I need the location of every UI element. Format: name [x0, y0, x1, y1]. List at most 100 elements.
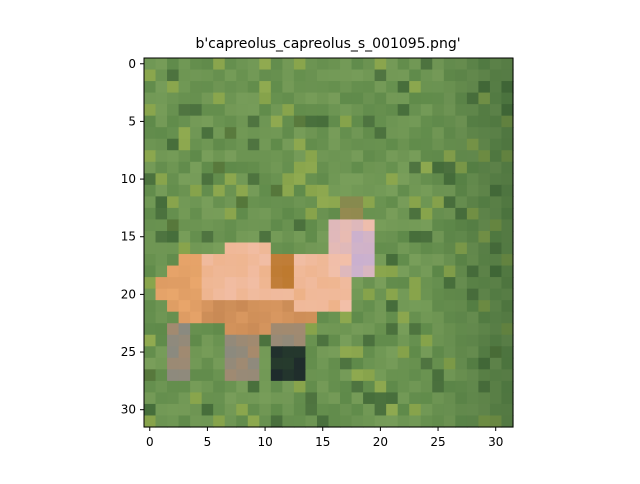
image-pixel	[247, 392, 260, 405]
image-pixel	[247, 173, 260, 186]
image-pixel	[178, 58, 191, 71]
image-pixel	[455, 207, 468, 221]
image-pixel	[293, 127, 307, 140]
image-pixel	[386, 219, 399, 232]
image-pixel	[144, 127, 157, 140]
image-pixel	[443, 92, 456, 105]
image-pixel	[167, 254, 180, 267]
image-pixel	[466, 334, 480, 347]
image-pixel	[190, 369, 203, 382]
image-pixel	[420, 311, 433, 324]
image-pixel	[270, 288, 283, 301]
image-pixel	[397, 288, 410, 301]
image-pixel	[478, 288, 491, 301]
image-pixel	[316, 127, 330, 140]
image-pixel	[501, 230, 514, 244]
image-pixel	[386, 277, 399, 290]
image-pixel	[386, 311, 399, 324]
image-pixel	[443, 219, 456, 232]
image-pixel	[213, 173, 226, 186]
image-pixel	[328, 346, 341, 359]
image-pixel	[501, 392, 514, 405]
image-pixel	[409, 138, 422, 151]
image-pixel	[247, 300, 260, 313]
image-pixel	[501, 173, 514, 186]
image-pixel	[282, 311, 295, 324]
image-pixel	[236, 346, 249, 359]
image-pixel	[155, 161, 168, 174]
image-pixel	[386, 184, 399, 197]
image-pixel	[409, 219, 422, 232]
image-pixel	[293, 161, 307, 174]
image-pixel	[420, 415, 433, 428]
image-pixel	[501, 254, 514, 267]
image-pixel	[224, 323, 237, 336]
image-pixel	[351, 81, 364, 94]
image-pixel	[167, 81, 180, 94]
image-pixel	[386, 127, 399, 140]
image-pixel	[190, 300, 203, 313]
image-pixel	[432, 127, 445, 140]
image-pixel	[259, 242, 272, 255]
image-pixel	[293, 58, 307, 71]
image-pixel	[155, 334, 168, 347]
image-pixel	[224, 150, 237, 163]
image-pixel	[397, 150, 410, 163]
image-pixel	[363, 196, 376, 209]
image-pixel	[420, 161, 433, 174]
image-pixel	[420, 207, 433, 221]
image-pixel	[397, 196, 410, 209]
image-pixel	[397, 69, 410, 82]
image-pixel	[386, 69, 399, 82]
image-pixel	[247, 184, 260, 197]
image-pixel	[213, 69, 226, 82]
image-pixel	[478, 150, 491, 163]
image-pixel	[432, 104, 445, 117]
image-pixel	[213, 288, 226, 301]
image-pixel	[316, 81, 330, 94]
image-pixel	[293, 242, 307, 255]
image-pixel	[293, 277, 307, 290]
image-pixel	[293, 323, 307, 336]
image-pixel	[316, 334, 330, 347]
image-pixel	[455, 380, 468, 394]
image-pixel	[409, 369, 422, 382]
image-pixel	[478, 138, 491, 151]
image-pixel	[144, 219, 157, 232]
image-pixel	[236, 357, 249, 370]
image-pixel	[201, 357, 214, 370]
image-pixel	[144, 69, 157, 82]
image-pixel	[224, 196, 237, 209]
image-pixel	[328, 357, 341, 370]
image-pixel	[363, 219, 376, 232]
image-pixel	[259, 219, 272, 232]
image-pixel	[282, 184, 295, 197]
image-pixel	[363, 161, 376, 174]
image-pixel	[178, 254, 191, 267]
image-pixel	[178, 104, 191, 117]
image-pixel	[213, 184, 226, 197]
image-pixel	[432, 69, 445, 82]
image-pixel	[455, 115, 468, 128]
image-pixels	[144, 58, 514, 428]
image-pixel	[155, 357, 168, 370]
image-pixel	[374, 254, 387, 267]
image-pixel	[201, 207, 214, 221]
image-pixel	[374, 392, 387, 405]
image-pixel	[432, 380, 445, 394]
image-pixel	[363, 369, 376, 382]
image-pixel	[155, 150, 168, 163]
image-pixel	[305, 92, 318, 105]
image-pixel	[201, 254, 214, 267]
image-pixel	[409, 58, 422, 71]
image-pixel	[259, 334, 272, 347]
image-pixel	[236, 127, 249, 140]
image-pixel	[259, 415, 272, 428]
image-pixel	[397, 115, 410, 128]
image-pixel	[489, 311, 503, 324]
image-pixel	[316, 92, 330, 105]
image-pixel	[363, 346, 376, 359]
image-pixel	[155, 127, 168, 140]
image-pixel	[386, 115, 399, 128]
image-pixel	[489, 346, 503, 359]
